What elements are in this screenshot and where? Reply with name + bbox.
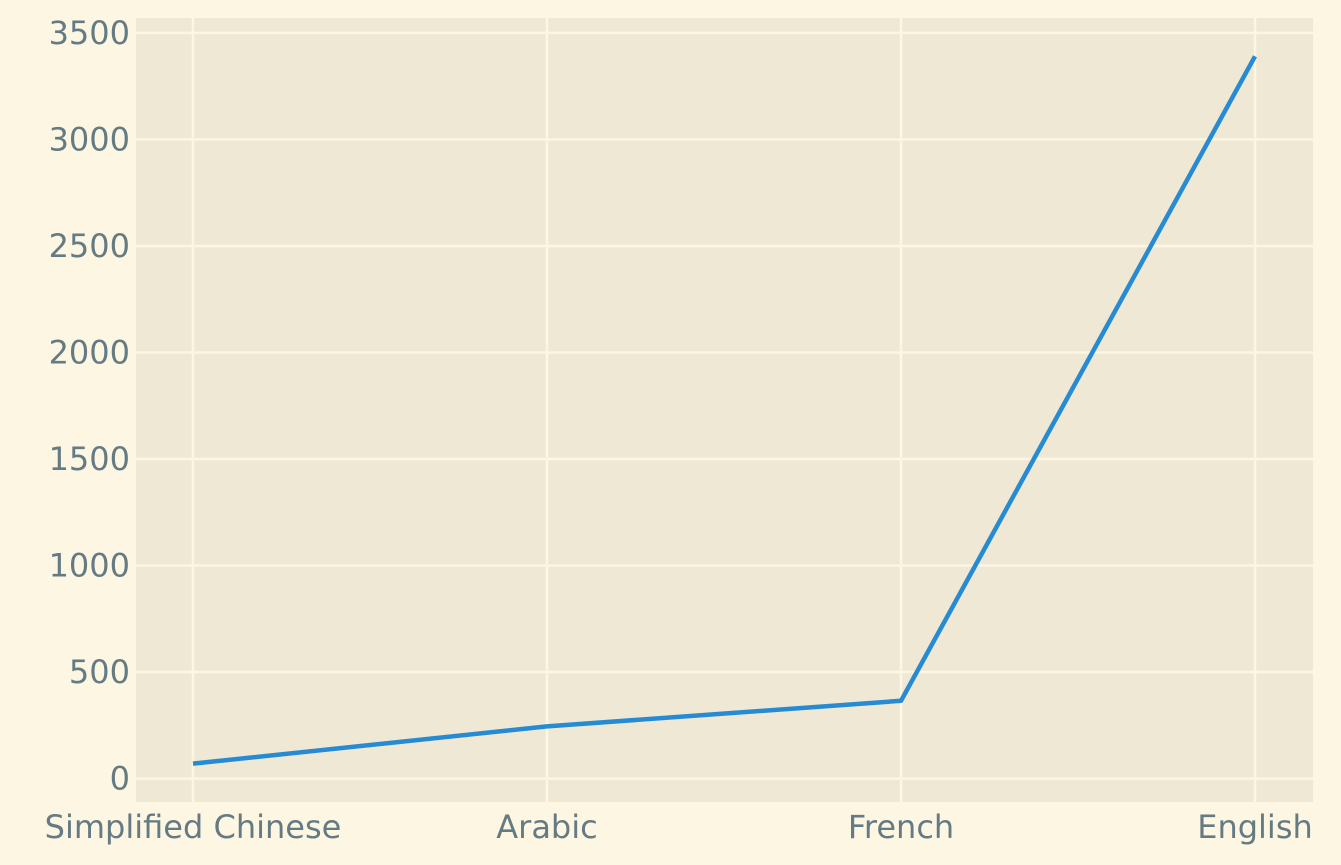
y-tick-label: 500: [69, 653, 130, 691]
y-tick-label: 3000: [49, 120, 130, 158]
x-tick-label: Arabic: [496, 808, 597, 846]
gridlines: [136, 18, 1313, 802]
y-tick-label: 1000: [49, 547, 130, 585]
x-tick-label: Simplified Chinese: [45, 808, 342, 846]
y-tick-label: 2500: [49, 227, 130, 265]
y-tick-label: 1500: [49, 440, 130, 478]
x-tick-label: French: [848, 808, 954, 846]
y-tick-label: 0: [110, 760, 130, 798]
x-tick-label: English: [1197, 808, 1313, 846]
y-tick-label: 2000: [49, 333, 130, 371]
x-axis-ticks: Simplified Chinese Arabic French English: [45, 808, 1313, 846]
y-tick-label: 3500: [49, 14, 130, 52]
y-axis-ticks: 0 500 1000 1500 2000 2500 3000 3500: [49, 14, 130, 798]
series-layer: [192, 55, 1257, 766]
plot-area: [136, 18, 1313, 802]
series-line: [192, 55, 1257, 766]
